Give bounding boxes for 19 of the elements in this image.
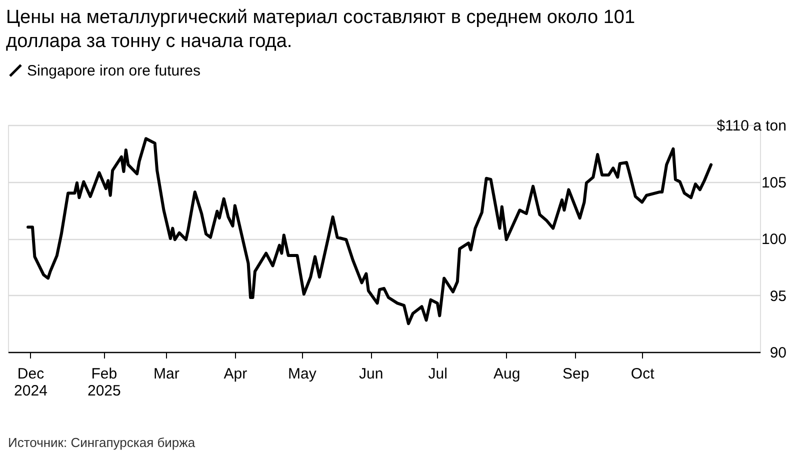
- x-tick-label: Jun: [359, 366, 384, 382]
- x-tick-label: Oct: [630, 366, 656, 382]
- chart-title: Цены на металлургический материал составляют в среднем около 101 доллара за тонну с начала года.: [6, 7, 636, 52]
- y-tick-label: $110 a ton: [716, 118, 786, 134]
- y-tick-label: 90: [770, 344, 786, 362]
- y-tick-label: 100: [761, 231, 786, 248]
- x-tick-label: Apr: [224, 366, 248, 382]
- x-tick-label: Feb 2025: [87, 366, 121, 400]
- line-series: [26, 137, 713, 326]
- text: Источник: Сингапурская биржа: [8, 435, 196, 450]
- x-tick-label: Aug: [494, 366, 520, 382]
- y-tick-label: 105: [761, 174, 786, 192]
- x-tick-label: Jul: [428, 366, 448, 382]
- x-tick-label: Dec 2024: [14, 366, 48, 400]
- x-tick-label: Sep: [562, 366, 590, 382]
- x-tick-label: Mar: [154, 366, 180, 382]
- x-tick-label: May: [288, 366, 317, 382]
- y-tick-label: 95: [770, 288, 786, 305]
- legend-label: Singapore iron ore futures: [27, 62, 200, 80]
